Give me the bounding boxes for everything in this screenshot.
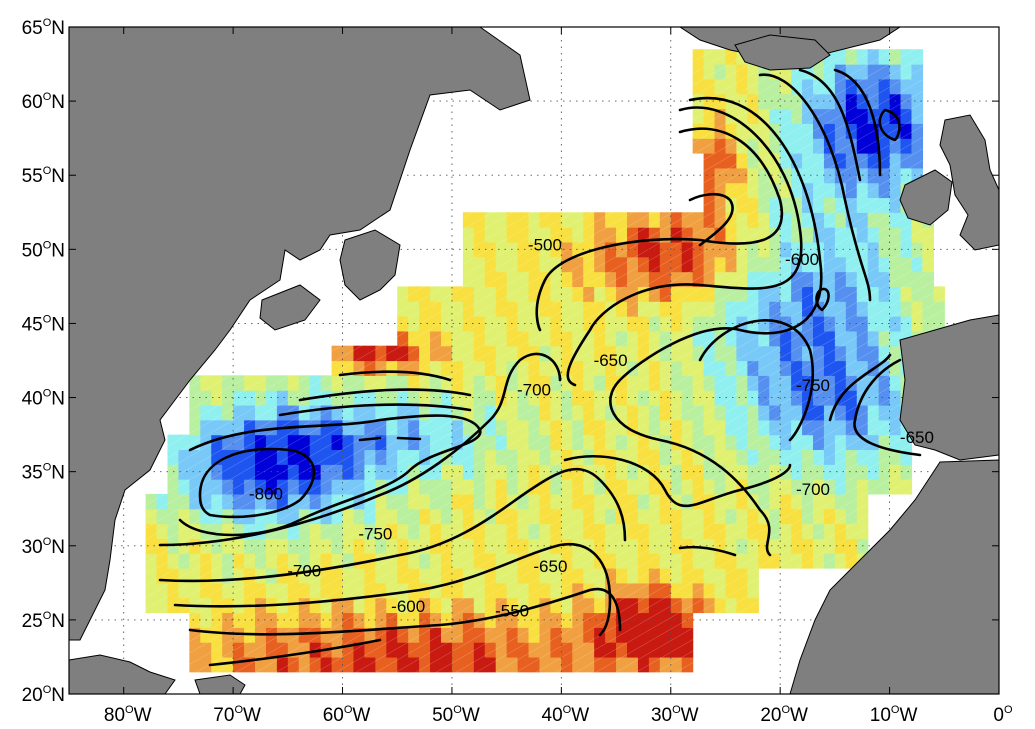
- x-tick-label: 20OW: [760, 704, 808, 726]
- contour-line: [158, 467, 627, 583]
- contour-line: [815, 287, 830, 312]
- x-tick-label: 30OW: [651, 704, 699, 726]
- contour-line: [338, 370, 452, 382]
- land-nova-scotia: [259, 284, 321, 331]
- x-tick-label: 50OW: [432, 704, 480, 726]
- land-north-america: [69, 27, 531, 641]
- y-tick-label: 45ON: [22, 313, 65, 335]
- y-tick-label: 65ON: [22, 17, 65, 39]
- contour-line: [278, 403, 472, 417]
- y-tick-label: 30ON: [22, 536, 65, 558]
- contour-line: [853, 358, 922, 457]
- y-tick-label: 40ON: [22, 388, 65, 410]
- x-tick-label: 80OW: [104, 704, 152, 726]
- contour-label: -500: [528, 235, 562, 254]
- contour-line: [678, 545, 737, 557]
- contour-line: [566, 106, 803, 387]
- y-tick-label: 35ON: [22, 462, 65, 484]
- land-africa: [789, 459, 999, 694]
- contour-line: [158, 352, 562, 547]
- y-tick-label: 20ON: [22, 684, 65, 706]
- land-great-britain: [939, 114, 999, 251]
- contour-label: -650: [533, 557, 567, 576]
- contour-line: [188, 587, 622, 636]
- contour-label: -700: [517, 381, 551, 400]
- contour-label: -700: [796, 480, 830, 499]
- land-iberia: [899, 314, 999, 461]
- y-tick-label: 25ON: [22, 610, 65, 632]
- x-tick-label: 0O: [993, 704, 1013, 726]
- contour-line: [688, 192, 734, 247]
- contour-label: -700: [287, 561, 321, 580]
- contour-label: -550: [495, 601, 529, 620]
- contour-line: [878, 108, 901, 142]
- contour-line: [173, 542, 612, 637]
- x-tick-label: 70OW: [213, 704, 261, 726]
- land-hispaniola: [194, 674, 246, 694]
- land-masses: [69, 27, 999, 694]
- contour-line: [609, 96, 823, 557]
- y-tick-label: 60ON: [22, 91, 65, 113]
- plot-area: -500 -600 -650 -700 -750 -650 -700 -800 -750 -700…: [69, 27, 999, 694]
- y-tick-label: 55ON: [22, 165, 65, 187]
- contour-line: [396, 436, 422, 441]
- contour-line: [758, 73, 872, 302]
- land-newfoundland: [339, 229, 401, 301]
- x-tick-label: 40OW: [542, 704, 590, 726]
- y-tick-label: 50ON: [22, 239, 65, 261]
- land-iceland: [734, 34, 831, 71]
- contour-label: -750: [796, 376, 830, 395]
- x-axis-ticks: 80OW 70OW 60OW 50OW 40OW 30OW 20OW 10OW 0O: [104, 27, 1013, 726]
- contour-label: -600: [391, 597, 425, 616]
- contour-label: -600: [785, 250, 819, 269]
- land-cuba: [69, 654, 176, 694]
- contour-label: -800: [249, 484, 283, 503]
- contour-line: [208, 638, 382, 667]
- contour-line: [698, 319, 815, 442]
- x-tick-label: 60OW: [323, 704, 371, 726]
- contour-label: -750: [358, 524, 392, 543]
- contour-label: -650: [900, 428, 934, 447]
- contour-line: [358, 436, 382, 442]
- contour-line: [198, 447, 316, 519]
- contour-lines: [158, 68, 922, 667]
- contour-labels: -500 -600 -650 -700 -750 -650 -700 -800 -750 -700…: [249, 235, 934, 620]
- y-axis-ticks: 65ON 60ON 55ON 50ON 45ON 40ON 35ON 30ON 25ON 20ON: [22, 17, 999, 706]
- x-tick-label: 10OW: [870, 704, 918, 726]
- contour-line: [798, 68, 862, 182]
- contour-label: -650: [594, 351, 628, 370]
- contour-line: [563, 454, 792, 508]
- contour-line: [828, 353, 892, 422]
- contour-line: [298, 388, 472, 402]
- land-ireland: [899, 169, 953, 226]
- contour-line: [833, 68, 882, 177]
- plot-frame: [68, 26, 1000, 695]
